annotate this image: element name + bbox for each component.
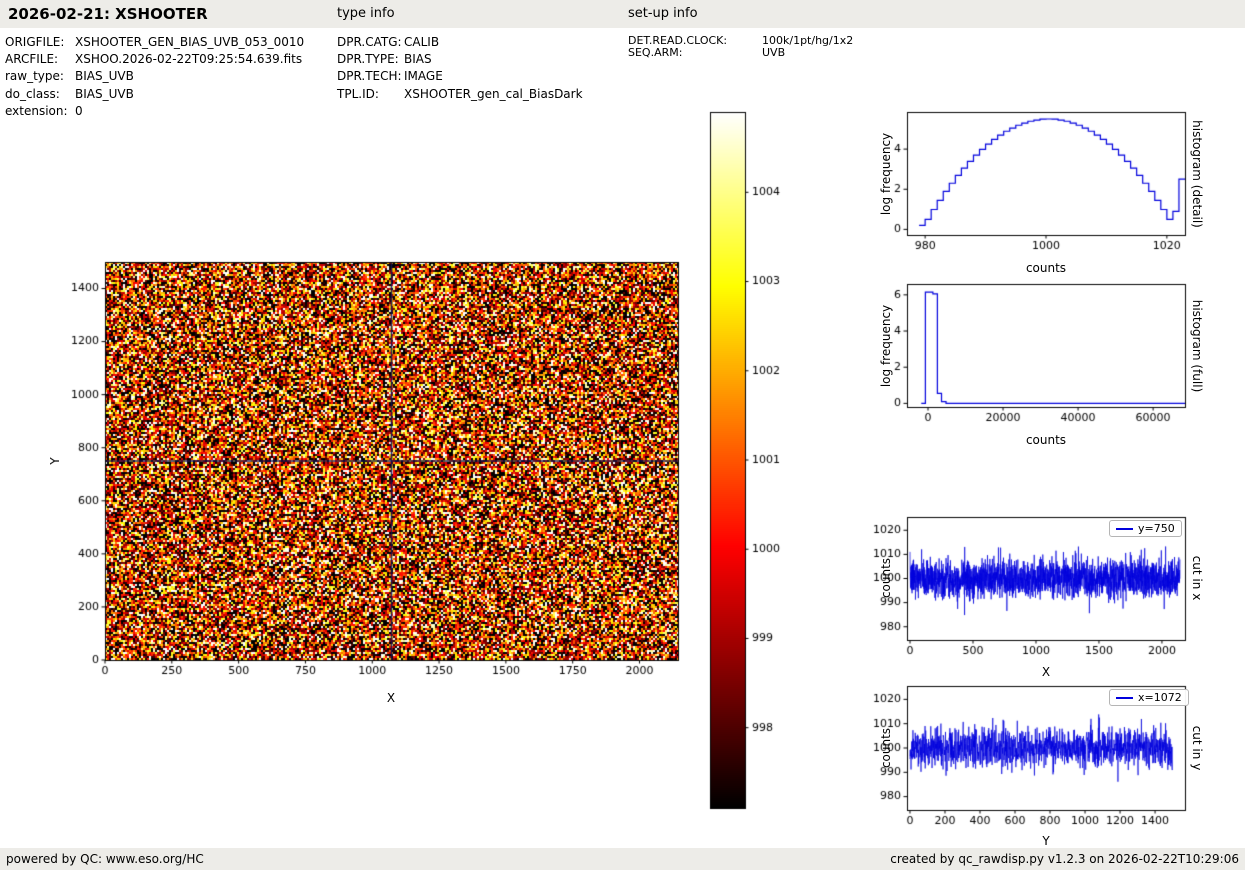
meta-value: CALIB	[404, 34, 440, 49]
cut-in-x-legend: y=750	[1109, 520, 1182, 537]
legend-line-sample	[1116, 527, 1133, 530]
meta-value: IMAGE	[404, 69, 443, 84]
meta-label: DET.READ.CLOCK:	[628, 34, 728, 48]
meta-value: XSHOOTER_gen_cal_BiasDark	[404, 86, 583, 101]
meta-value: BIAS_UVB	[75, 86, 134, 101]
hist-full-y-axis-label: log frequency	[879, 304, 893, 388]
meta-value: XSHOO.2026-02-22T09:25:54.639.fits	[75, 51, 303, 66]
meta-label: TPL.ID:	[337, 86, 379, 101]
hist-detail-x-axis-label: counts	[1025, 261, 1067, 275]
header-bar: 2026-02-21: XSHOOTER type info set-up in…	[0, 0, 1245, 28]
meta-label: DPR.CATG:	[337, 34, 402, 49]
type-info-block: DPR.CATG: CALIB DPR.TYPE: BIAS DPR.TECH:…	[337, 33, 583, 102]
meta-row: DPR.TECH: IMAGE	[337, 68, 583, 85]
meta-row: DPR.CATG: CALIB	[337, 33, 583, 50]
cut-in-y-legend: x=1072	[1109, 689, 1189, 706]
meta-label: do_class:	[5, 86, 60, 101]
meta-label: DPR.TYPE:	[337, 51, 399, 66]
legend-label: x=1072	[1138, 691, 1182, 704]
cut-in-x-right-label: cut in x	[1190, 555, 1204, 601]
meta-row: TPL.ID: XSHOOTER_gen_cal_BiasDark	[337, 85, 583, 102]
meta-row: raw_type: BIAS_UVB	[5, 68, 304, 85]
file-info-block: ORIGFILE: XSHOOTER_GEN_BIAS_UVB_053_0010…	[5, 33, 304, 119]
setup-info-block: DET.READ.CLOCK: 100k/1pt/hg/1x2 SEQ.ARM:…	[628, 34, 854, 59]
meta-label: ARCFILE:	[5, 51, 59, 66]
meta-value: XSHOOTER_GEN_BIAS_UVB_053_0010	[75, 34, 305, 49]
footer-created-by: created by qc_rawdisp.py v1.2.3 on 2026-…	[890, 852, 1239, 866]
meta-value: 100k/1pt/hg/1x2	[762, 34, 854, 48]
hist-full-x-axis-label: counts	[1025, 433, 1067, 447]
meta-row: extension: 0	[5, 102, 304, 119]
cut-in-y-right-label: cut in y	[1190, 725, 1204, 771]
meta-row: ORIGFILE: XSHOOTER_GEN_BIAS_UVB_053_0010	[5, 33, 304, 50]
cut-in-x-x-axis-label: X	[1041, 665, 1051, 679]
hist-full-right-label: histogram (full)	[1190, 299, 1204, 393]
footer-bar: powered by QC: www.eso.org/HC created by…	[0, 848, 1245, 870]
meta-label: raw_type:	[5, 69, 64, 84]
legend-label: y=750	[1138, 522, 1175, 535]
meta-label: SEQ.ARM:	[628, 45, 683, 59]
bias-image-x-axis-label: X	[386, 691, 396, 705]
meta-label: DPR.TECH:	[337, 69, 402, 84]
meta-row: SEQ.ARM: UVB	[628, 45, 853, 59]
meta-value: UVB	[762, 45, 786, 59]
meta-row: DPR.TYPE: BIAS	[337, 50, 583, 67]
meta-row: ARCFILE: XSHOO.2026-02-22T09:25:54.639.f…	[5, 50, 304, 67]
meta-label: extension:	[5, 103, 68, 118]
hist-detail-y-axis-label: log frequency	[879, 132, 893, 216]
setup-info-heading: set-up info	[628, 6, 698, 21]
meta-value: BIAS	[404, 51, 432, 66]
cut-in-x-y-axis-label: counts	[879, 557, 893, 599]
legend-line-sample	[1116, 696, 1133, 699]
bias-image-y-axis-label: Y	[48, 457, 62, 465]
cut-in-y-x-axis-label: Y	[1042, 834, 1050, 848]
footer-powered-by: powered by QC: www.eso.org/HC	[6, 852, 204, 866]
meta-row: do_class: BIAS_UVB	[5, 85, 304, 102]
hist-detail-right-label: histogram (detail)	[1190, 120, 1204, 228]
page-title: 2026-02-21: XSHOOTER	[8, 5, 208, 23]
meta-value: 0	[75, 103, 83, 118]
type-info-heading: type info	[337, 6, 395, 21]
cut-in-y-y-axis-label: counts	[879, 727, 893, 769]
meta-value: BIAS_UVB	[75, 69, 134, 84]
meta-label: ORIGFILE:	[5, 34, 65, 49]
meta-row: DET.READ.CLOCK: 100k/1pt/hg/1x2	[628, 34, 854, 48]
